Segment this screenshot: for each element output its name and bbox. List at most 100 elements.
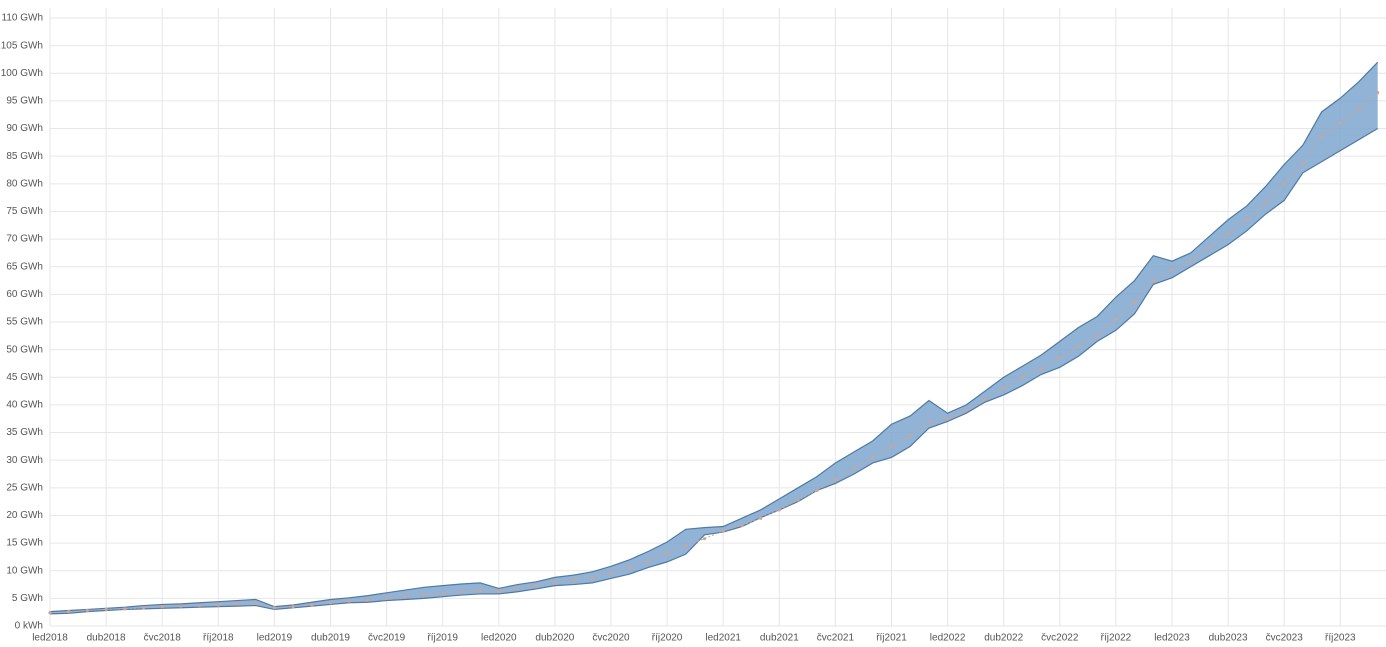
middle-point (1170, 267, 1174, 272)
middle-point (515, 586, 520, 591)
middle-point (1058, 356, 1062, 360)
middle-point (1207, 245, 1211, 249)
middle-point (684, 544, 688, 548)
middle-point (385, 596, 389, 600)
middle-point (964, 408, 968, 413)
y-tick-label: 55 GWh (6, 317, 43, 328)
y-tick-label: 90 GWh (6, 123, 43, 134)
lower-edge (49, 128, 1379, 615)
y-tick-label: 25 GWh (6, 482, 43, 493)
middle-point (908, 433, 912, 437)
middle-point (665, 551, 669, 555)
middle-point (777, 508, 781, 512)
middle-point (459, 590, 463, 594)
middle-point (1245, 218, 1249, 222)
middle-line (49, 92, 1379, 614)
middle-point (1151, 278, 1155, 283)
middle-point (646, 559, 651, 563)
middle-point (815, 488, 819, 493)
y-tick-label: 65 GWh (6, 261, 43, 272)
x-tick-label: dub2019 (311, 633, 350, 644)
middle-point (1189, 259, 1193, 263)
y-tick-label: 30 GWh (6, 455, 43, 466)
middle-point (1263, 201, 1268, 205)
x-tick-label: říj2019 (427, 633, 458, 644)
y-tick-label: 20 GWh (6, 510, 43, 521)
x-tick-label: dub2022 (984, 633, 1023, 644)
middle-point (889, 444, 894, 448)
middle-point (123, 607, 127, 611)
middle-point (927, 419, 931, 424)
band-fill (50, 62, 1378, 614)
middle-point (1338, 121, 1342, 125)
y-tick-label: 100 GWh (1, 68, 43, 79)
middle-point (572, 578, 576, 582)
y-tick-label: 105 GWh (1, 40, 43, 51)
x-tick-label: led2022 (930, 633, 966, 644)
y-tick-label: 85 GWh (6, 151, 43, 162)
x-tick-label: čvc2019 (368, 633, 406, 644)
middle-point (104, 607, 108, 612)
y-tick-label: 80 GWh (6, 178, 43, 189)
middle-point (48, 611, 52, 615)
middle-point (422, 593, 426, 597)
x-tick-label: říj2021 (876, 633, 907, 644)
middle-point (310, 603, 314, 607)
middle-point (1095, 334, 1099, 338)
y-tick-label: 75 GWh (6, 206, 43, 217)
y-tick-label: 45 GWh (6, 372, 43, 383)
middle-point (1133, 301, 1137, 305)
middle-point (216, 603, 220, 607)
middle-point (85, 608, 89, 613)
middle-point (254, 601, 258, 605)
middle-point (1357, 107, 1361, 111)
middle-point (1114, 317, 1118, 321)
middle-point (160, 605, 164, 609)
y-tick-label: 110 GWh (2, 13, 44, 24)
middle-point (1301, 162, 1305, 167)
middle-point (1002, 386, 1006, 390)
middle-point (590, 575, 594, 579)
y-tick-label: 5 GWh (12, 593, 43, 604)
middle-point (759, 516, 763, 520)
middle-point (740, 523, 744, 528)
x-tick-label: dub2023 (1209, 633, 1248, 644)
middle-point (366, 598, 370, 602)
middle-point (1376, 91, 1380, 95)
middle-point (179, 604, 183, 608)
middle-point (534, 584, 538, 588)
middle-point (347, 599, 351, 603)
middle-point (272, 606, 276, 610)
middle-point (796, 498, 800, 502)
middle-point (497, 589, 501, 593)
x-tick-label: dub2018 (87, 633, 126, 644)
middle-point (141, 606, 146, 610)
middle-point (403, 595, 407, 599)
x-tick-label: říj2022 (1101, 633, 1132, 644)
middle-point (1226, 231, 1230, 236)
upper-edge (49, 61, 1379, 613)
middle-point (946, 417, 950, 421)
y-tick-label: 0 kWh (15, 621, 43, 632)
middle-point (721, 529, 725, 533)
y-tick-label: 40 GWh (6, 400, 43, 411)
middle-point (328, 601, 333, 605)
middle-point (1282, 182, 1286, 186)
middle-point (1076, 345, 1081, 349)
middle-point (478, 589, 482, 593)
y-tick-label: 50 GWh (6, 344, 43, 355)
middle-point (1039, 367, 1043, 371)
x-tick-label: led2018 (32, 633, 68, 644)
middle-point (1320, 135, 1324, 139)
x-tick-label: říj2020 (652, 633, 683, 644)
x-tick-label: říj2018 (203, 633, 234, 644)
middle-point (198, 603, 202, 608)
x-tick-label: led2023 (1154, 633, 1190, 644)
middle-point (291, 605, 295, 609)
middle-point (553, 580, 557, 584)
middle-point (852, 466, 856, 471)
middle-point (702, 537, 707, 541)
x-tick-label: říj2023 (1325, 633, 1356, 644)
middle-point (628, 565, 632, 570)
